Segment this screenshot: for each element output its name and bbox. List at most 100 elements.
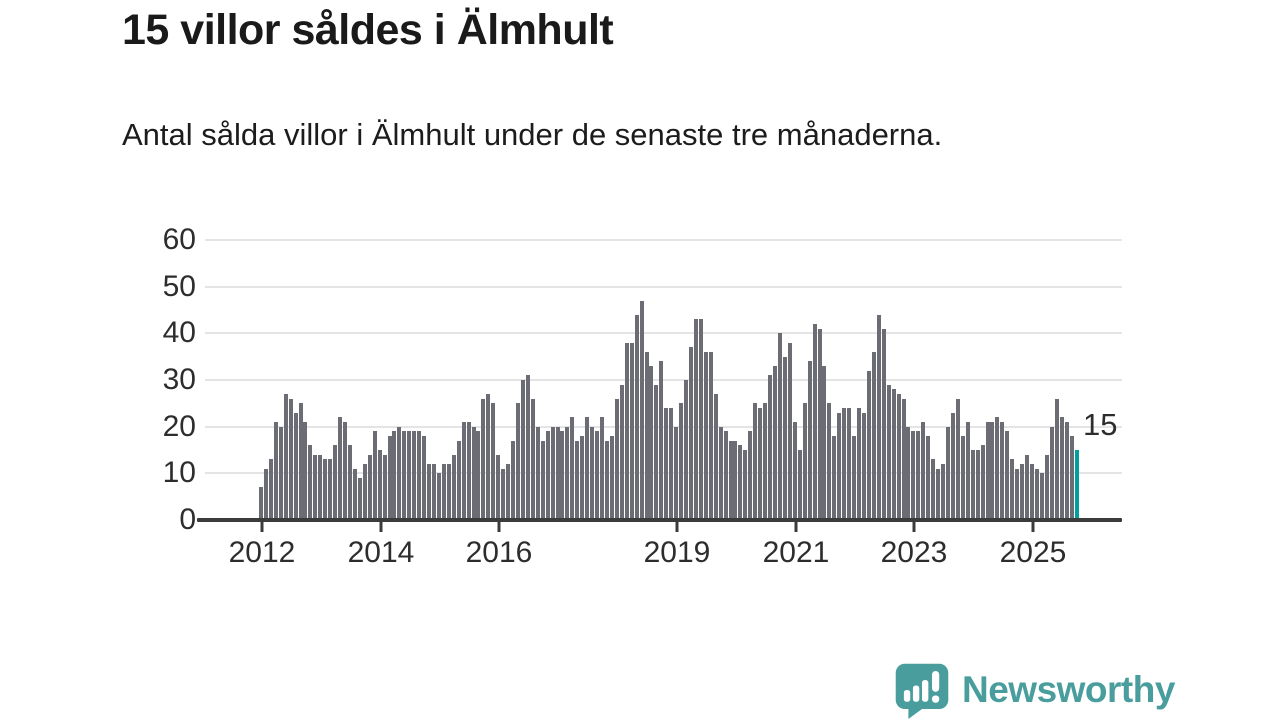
- bar: [531, 399, 535, 520]
- bar: [1020, 464, 1024, 520]
- bar: [368, 455, 372, 520]
- bar: [462, 422, 466, 520]
- bar: [521, 380, 525, 520]
- bar: [274, 422, 278, 520]
- bar: [1040, 473, 1044, 520]
- bar: [645, 352, 649, 520]
- bar: [279, 427, 283, 520]
- bar: [284, 394, 288, 520]
- bar: [990, 422, 994, 520]
- bar: [476, 431, 480, 520]
- bar: [546, 431, 550, 520]
- bar: [847, 408, 851, 520]
- bar: [289, 399, 293, 520]
- bar: [269, 459, 273, 520]
- bar: [501, 469, 505, 520]
- bar: [808, 361, 812, 520]
- bar: [773, 366, 777, 520]
- bar: [1000, 422, 1004, 520]
- bar: [882, 329, 886, 520]
- x-tick-label: 2019: [643, 536, 711, 569]
- bar: [733, 441, 737, 520]
- bar: [560, 431, 564, 520]
- page-title: 15 villor såldes i Älmhult: [122, 6, 614, 54]
- bar: [397, 427, 401, 520]
- bar: [328, 459, 332, 520]
- bar: [343, 422, 347, 520]
- x-tick-label: 2021: [762, 536, 830, 569]
- bar: [442, 464, 446, 520]
- bar: [264, 469, 268, 520]
- bar: [323, 459, 327, 520]
- bar: [1050, 427, 1054, 520]
- bar: [654, 385, 658, 520]
- bar: [857, 408, 861, 520]
- bar: [768, 375, 772, 520]
- y-tick-label: 20: [162, 410, 196, 443]
- bar: [813, 324, 817, 520]
- bar: [1035, 469, 1039, 520]
- bar: [575, 441, 579, 520]
- bar: [818, 329, 822, 520]
- gridline: [205, 332, 1122, 334]
- bar: [788, 343, 792, 520]
- newsworthy-branding: Newsworthy: [893, 661, 1175, 719]
- bar: [353, 469, 357, 520]
- bar: [783, 357, 787, 520]
- bar: [743, 450, 747, 520]
- bar: [1030, 464, 1034, 520]
- bar: [709, 352, 713, 520]
- bar: [1015, 469, 1019, 520]
- newsworthy-speech-bubble-chart-icon: [895, 663, 949, 719]
- bar: [867, 371, 871, 520]
- bar: [635, 315, 639, 520]
- bar: [417, 431, 421, 520]
- x-tick-mark: [1031, 522, 1035, 532]
- bar: [897, 394, 901, 520]
- bar: [358, 478, 362, 520]
- bar: [259, 487, 263, 520]
- bar: [1005, 431, 1009, 520]
- bar: [388, 436, 392, 520]
- bar: [852, 436, 856, 520]
- bar: [763, 403, 767, 520]
- bar: [432, 464, 436, 520]
- y-tick-label: 10: [162, 456, 196, 489]
- bar: [481, 399, 485, 520]
- x-tick-mark: [260, 522, 264, 532]
- bar: [373, 431, 377, 520]
- chart-subtitle: Antal sålda villor i Älmhult under de se…: [122, 117, 943, 152]
- x-tick-label: 2023: [880, 536, 948, 569]
- bar: [412, 431, 416, 520]
- bar: [976, 450, 980, 520]
- bar: [926, 436, 930, 520]
- bar: [318, 455, 322, 520]
- bar: [595, 431, 599, 520]
- last-bar-value-label: 15: [1083, 407, 1118, 442]
- bar: [427, 464, 431, 520]
- bar: [551, 427, 555, 520]
- bar: [620, 385, 624, 520]
- bar: [778, 333, 782, 520]
- bar: [911, 431, 915, 520]
- bar: [724, 431, 728, 520]
- bar: [506, 464, 510, 520]
- bar: [669, 408, 673, 520]
- x-tick-label: 2014: [347, 536, 415, 569]
- bar: [407, 431, 411, 520]
- bar: [630, 343, 634, 520]
- bar: [936, 469, 940, 520]
- bar: [526, 375, 530, 520]
- bar: [916, 431, 920, 520]
- x-tick-mark: [912, 522, 916, 532]
- bar: [541, 441, 545, 520]
- bar: [1045, 455, 1049, 520]
- bar: [640, 301, 644, 520]
- bar: [837, 413, 841, 520]
- bar: [1060, 417, 1064, 520]
- gridline: [205, 239, 1122, 241]
- bar: [1055, 399, 1059, 520]
- bar: [704, 352, 708, 520]
- bar: [383, 455, 387, 520]
- bar: [299, 403, 303, 520]
